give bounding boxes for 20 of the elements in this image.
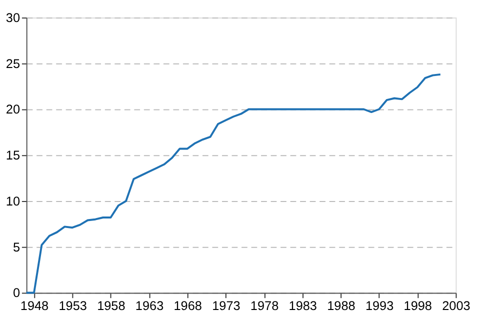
y-tick-label: 5 [12,240,20,254]
x-tick-label: 1963 [135,298,164,313]
line-series [25,73,442,294]
x-tick-label: 1953 [58,298,87,313]
x-tick-label: 1978 [250,298,279,313]
x-tick-label: 1983 [288,298,317,313]
x-tick-label: 2003 [442,298,470,313]
x-tick-label: 1993 [365,298,394,313]
y-tick-label: 30 [6,10,20,25]
x-tick-label: 1988 [327,298,356,313]
y-tick-label: 20 [6,102,20,117]
x-tick-label: 1948 [20,298,49,313]
x-tick-label: 1968 [174,298,202,313]
x-tick-label: 1973 [212,298,240,313]
y-tick-label: 25 [6,56,20,71]
y-tick-label: 15 [6,148,20,163]
y-tick-label: 0 [12,286,20,300]
y-tick-label: 10 [6,194,20,208]
x-tick-label: 1958 [97,298,126,313]
x-tick-label: 1998 [404,298,432,313]
